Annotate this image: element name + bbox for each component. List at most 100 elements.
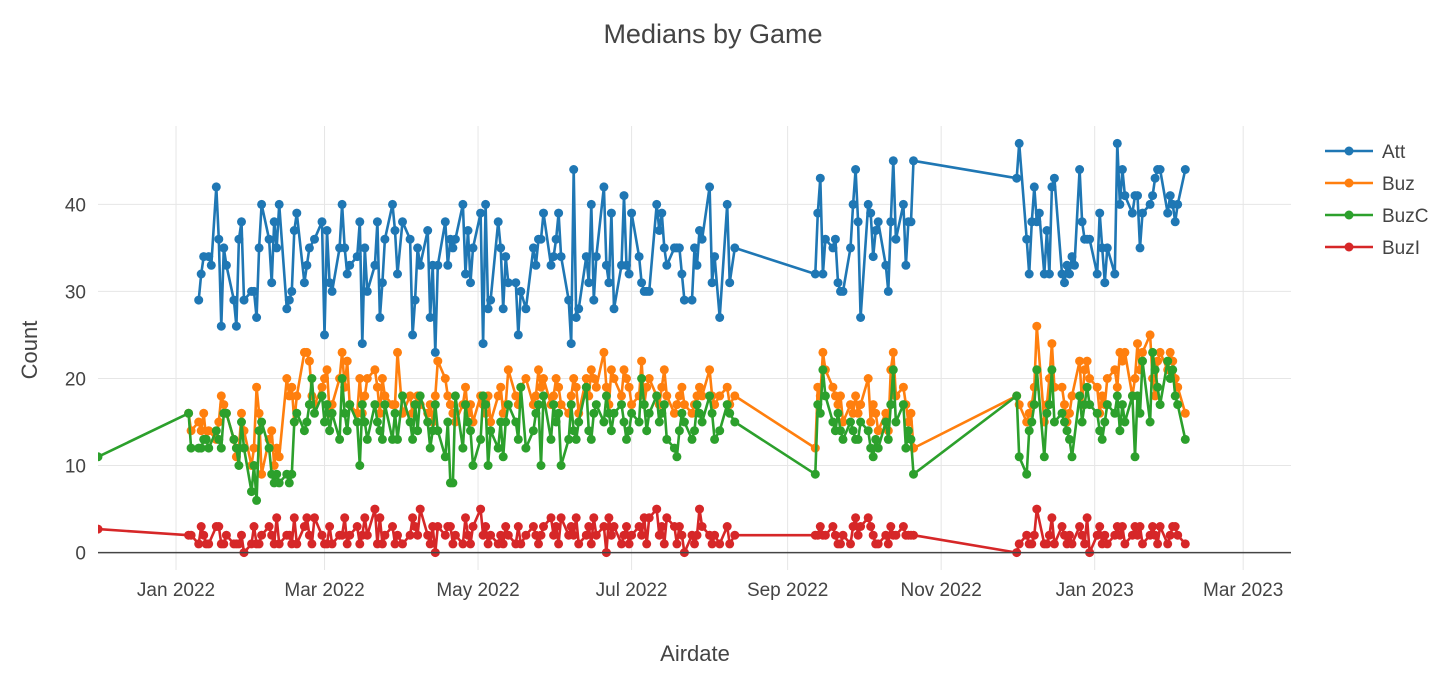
data-point[interactable] <box>461 269 470 279</box>
data-point[interactable] <box>1057 408 1067 418</box>
data-point[interactable] <box>390 539 400 549</box>
data-point[interactable] <box>528 522 538 531</box>
data-point[interactable] <box>722 199 732 209</box>
data-point[interactable] <box>707 408 717 418</box>
data-point[interactable] <box>237 417 246 427</box>
data-point[interactable] <box>1060 417 1069 427</box>
data-point[interactable] <box>619 191 629 201</box>
data-point[interactable] <box>304 530 314 540</box>
data-point[interactable] <box>249 522 259 531</box>
data-point[interactable] <box>425 313 435 322</box>
data-point[interactable] <box>617 539 626 549</box>
data-point[interactable] <box>584 426 594 436</box>
data-point[interactable] <box>881 417 891 427</box>
data-point[interactable] <box>433 522 443 531</box>
data-point[interactable] <box>390 226 400 235</box>
data-point[interactable] <box>654 226 664 235</box>
data-point[interactable] <box>1027 539 1037 549</box>
data-point[interactable] <box>206 260 216 270</box>
data-point[interactable] <box>1145 417 1155 427</box>
data-point[interactable] <box>513 434 523 444</box>
data-point[interactable] <box>1070 260 1079 270</box>
data-point[interactable] <box>340 243 350 253</box>
data-point[interactable] <box>317 217 327 227</box>
data-point[interactable] <box>639 400 649 410</box>
data-point[interactable] <box>304 400 314 410</box>
data-point[interactable] <box>221 408 231 418</box>
data-point[interactable] <box>853 434 863 444</box>
data-point[interactable] <box>652 504 662 514</box>
data-point[interactable] <box>486 295 496 305</box>
data-point[interactable] <box>906 408 916 418</box>
data-point[interactable] <box>687 295 697 305</box>
data-point[interactable] <box>589 513 599 523</box>
data-point[interactable] <box>1173 400 1183 410</box>
data-point[interactable] <box>722 522 732 531</box>
data-point[interactable] <box>642 382 652 392</box>
data-point[interactable] <box>657 208 667 218</box>
data-point[interactable] <box>566 522 576 531</box>
data-point[interactable] <box>186 443 196 453</box>
data-point[interactable] <box>730 391 740 401</box>
data-point[interactable] <box>1044 530 1054 540</box>
data-point[interactable] <box>370 504 380 514</box>
data-point[interactable] <box>405 234 415 244</box>
data-point[interactable] <box>1163 356 1173 366</box>
data-point[interactable] <box>302 513 312 523</box>
data-point[interactable] <box>302 347 312 357</box>
data-point[interactable] <box>274 478 284 488</box>
data-point[interactable] <box>705 391 715 401</box>
data-point[interactable] <box>556 513 566 523</box>
data-point[interactable] <box>627 400 637 410</box>
data-point[interactable] <box>415 504 425 514</box>
data-point[interactable] <box>1024 426 1034 436</box>
data-point[interactable] <box>342 539 352 549</box>
data-point[interactable] <box>408 513 418 523</box>
data-point[interactable] <box>219 539 229 549</box>
data-point[interactable] <box>274 199 284 209</box>
data-point[interactable] <box>1080 365 1090 375</box>
data-point[interactable] <box>848 522 858 531</box>
data-point[interactable] <box>239 295 249 305</box>
data-point[interactable] <box>94 452 103 462</box>
data-point[interactable] <box>622 522 631 531</box>
data-point[interactable] <box>1133 530 1142 540</box>
data-point[interactable] <box>360 243 370 253</box>
data-point[interactable] <box>425 539 435 549</box>
data-point[interactable] <box>1085 374 1095 383</box>
data-point[interactable] <box>531 260 541 270</box>
data-point[interactable] <box>237 217 246 227</box>
data-point[interactable] <box>481 199 491 209</box>
data-point[interactable] <box>1130 374 1140 383</box>
data-point[interactable] <box>1039 452 1049 462</box>
data-point[interactable] <box>307 374 317 383</box>
data-point[interactable] <box>697 234 707 244</box>
data-point[interactable] <box>1049 173 1059 183</box>
data-point[interactable] <box>355 461 365 470</box>
data-point[interactable] <box>214 522 224 531</box>
data-point[interactable] <box>606 530 616 540</box>
data-point[interactable] <box>1034 208 1044 218</box>
data-point[interactable] <box>486 417 496 427</box>
data-point[interactable] <box>398 391 407 401</box>
data-point[interactable] <box>581 530 591 540</box>
data-point[interactable] <box>710 530 720 540</box>
data-point[interactable] <box>440 530 450 540</box>
data-point[interactable] <box>249 286 259 296</box>
data-point[interactable] <box>881 260 891 270</box>
data-point[interactable] <box>1042 539 1052 549</box>
data-point[interactable] <box>496 243 506 253</box>
data-point[interactable] <box>267 426 277 436</box>
data-point[interactable] <box>619 417 629 427</box>
data-point[interactable] <box>292 391 302 401</box>
data-point[interactable] <box>194 417 204 427</box>
data-point[interactable] <box>566 391 576 401</box>
data-point[interactable] <box>1163 208 1173 218</box>
data-point[interactable] <box>1148 522 1158 531</box>
data-point[interactable] <box>866 208 876 218</box>
data-point[interactable] <box>408 330 418 340</box>
data-point[interactable] <box>486 530 496 540</box>
data-point[interactable] <box>423 530 433 540</box>
data-point[interactable] <box>196 443 206 453</box>
data-point[interactable] <box>282 374 292 383</box>
